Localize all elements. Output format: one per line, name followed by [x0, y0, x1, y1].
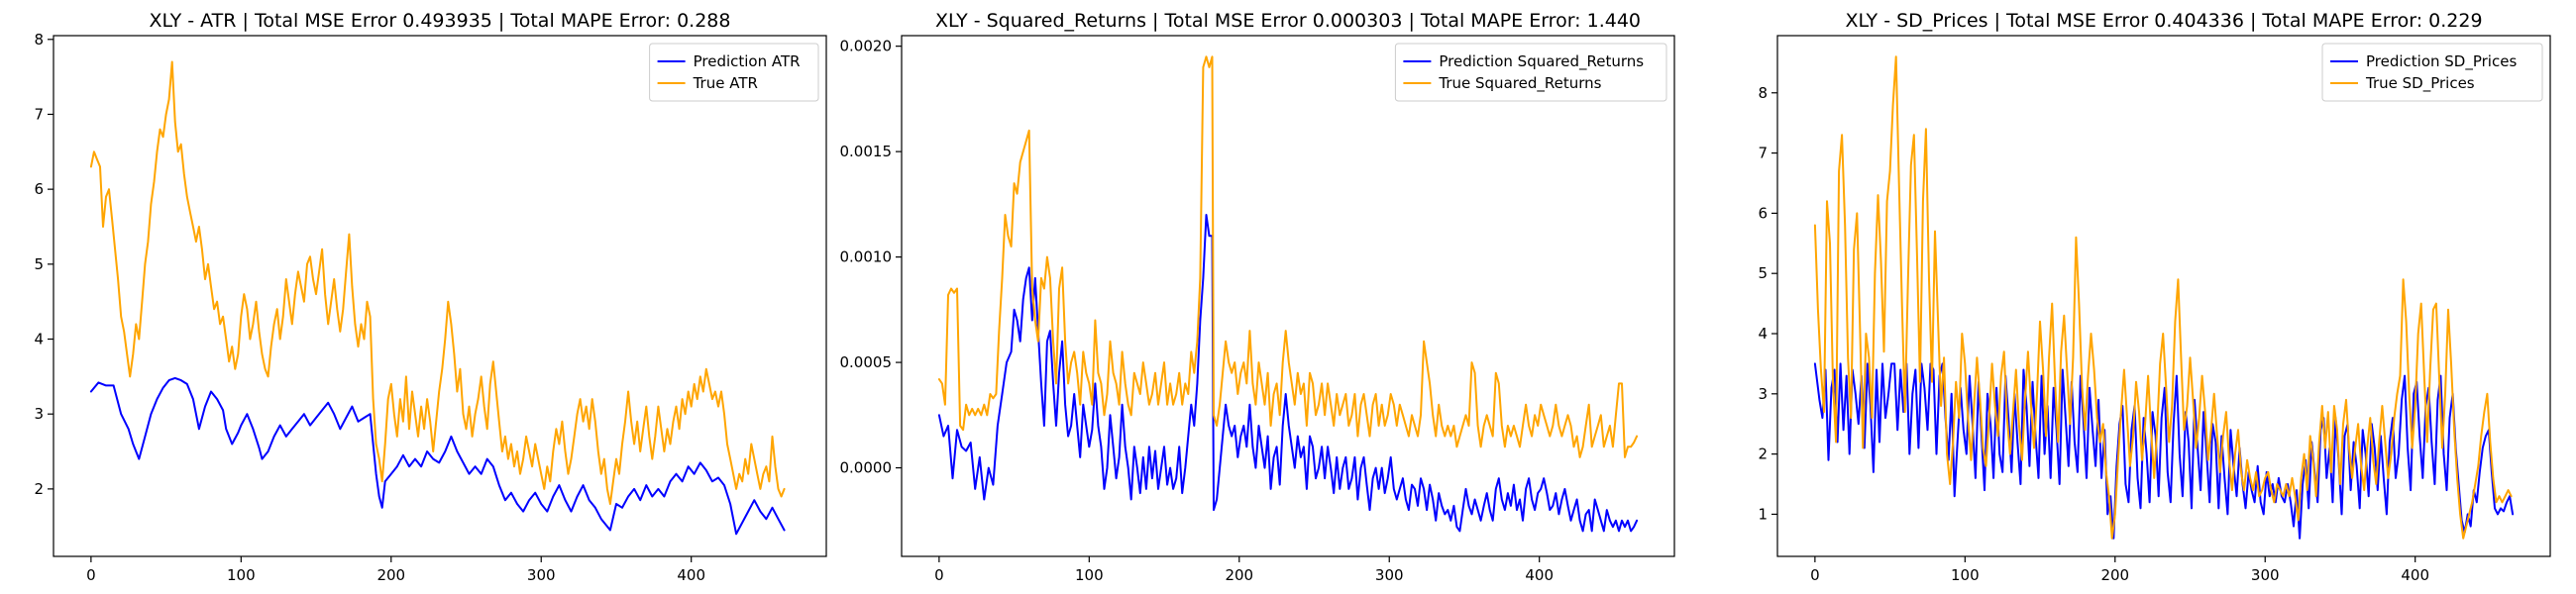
x-tick-label: 400: [1525, 566, 1554, 584]
y-tick-label: 5: [1758, 264, 1768, 282]
chart-title: XLY - Squared_Returns | Total MSE Error …: [935, 10, 1641, 32]
chart-title: XLY - ATR | Total MSE Error 0.493935 | T…: [150, 10, 731, 32]
y-tick-label: 3: [1758, 385, 1768, 403]
subplot-1: XLY - ATR | Total MSE Error 0.493935 | T…: [34, 10, 827, 584]
subplot-3: XLY - SD_Prices | Total MSE Error 0.4043…: [1758, 10, 2551, 584]
series-line-prediction: [937, 214, 1639, 533]
x-tick-label: 100: [1075, 566, 1104, 584]
x-tick-label: 200: [376, 566, 405, 584]
legend-label: Prediction SD_Prices: [2366, 52, 2517, 71]
x-tick-label: 100: [227, 566, 256, 584]
y-tick-label: 3: [34, 405, 44, 423]
y-tick-label: 0.0015: [840, 143, 893, 160]
y-tick-label: 0.0010: [840, 248, 893, 266]
legend-label: True ATR: [693, 74, 758, 92]
x-tick-label: 0: [934, 566, 944, 584]
x-tick-label: 100: [1951, 566, 1980, 584]
y-tick-label: 0.0005: [840, 353, 893, 371]
x-tick-label: 0: [86, 566, 96, 584]
y-tick-label: 2: [34, 480, 44, 498]
x-tick-label: 300: [2251, 566, 2280, 584]
series-line-true: [937, 55, 1639, 458]
x-tick-label: 400: [2401, 566, 2429, 584]
plot-area: [937, 55, 1639, 533]
axes-frame: [901, 35, 1675, 557]
legend-label: True SD_Prices: [2365, 74, 2475, 93]
x-tick-label: 200: [1225, 566, 1253, 584]
y-tick-label: 7: [34, 105, 44, 123]
axes-frame: [1776, 35, 2551, 557]
subplot-2: XLY - Squared_Returns | Total MSE Error …: [840, 10, 1675, 584]
y-tick-label: 6: [1758, 204, 1768, 222]
legend-label: Prediction Squared_Returns: [1439, 52, 1644, 71]
x-tick-label: 200: [2100, 566, 2129, 584]
y-tick-label: 7: [1758, 145, 1768, 162]
x-tick-label: 0: [1810, 566, 1820, 584]
series-line-true: [89, 60, 786, 505]
legend-label: Prediction ATR: [694, 52, 801, 70]
y-tick-label: 8: [34, 31, 44, 49]
subplots: XLY - ATR | Total MSE Error 0.493935 | T…: [34, 10, 2551, 584]
legend-box: [1394, 43, 1667, 102]
series-line-true: [1813, 55, 2513, 540]
y-tick-label: 0.0000: [840, 459, 893, 477]
series-line-prediction: [89, 376, 786, 536]
chart-title: XLY - SD_Prices | Total MSE Error 0.4043…: [1845, 10, 2482, 32]
y-tick-label: 4: [34, 331, 44, 348]
legend: Prediction SD_Prices True SD_Prices: [2321, 43, 2543, 102]
plot-area: [89, 60, 786, 536]
legend-box: [649, 43, 819, 102]
y-tick-label: 8: [1758, 84, 1768, 102]
y-tick-label: 1: [1758, 505, 1768, 523]
y-tick-label: 5: [34, 255, 44, 273]
plot-area: [1813, 55, 2515, 540]
y-tick-label: 4: [1758, 325, 1768, 343]
axes-frame: [53, 35, 827, 557]
legend-label: True Squared_Returns: [1438, 74, 1601, 93]
x-tick-label: 300: [527, 566, 556, 584]
x-tick-label: 300: [1375, 566, 1404, 584]
x-tick-label: 400: [677, 566, 705, 584]
y-tick-label: 2: [1758, 446, 1768, 463]
y-tick-label: 6: [34, 180, 44, 198]
legend: Prediction Squared_Returns True Squared_R…: [1394, 43, 1667, 102]
legend-box: [2321, 43, 2543, 102]
y-tick-label: 0.0020: [840, 38, 893, 55]
legend: Prediction ATR True ATR: [649, 43, 819, 102]
